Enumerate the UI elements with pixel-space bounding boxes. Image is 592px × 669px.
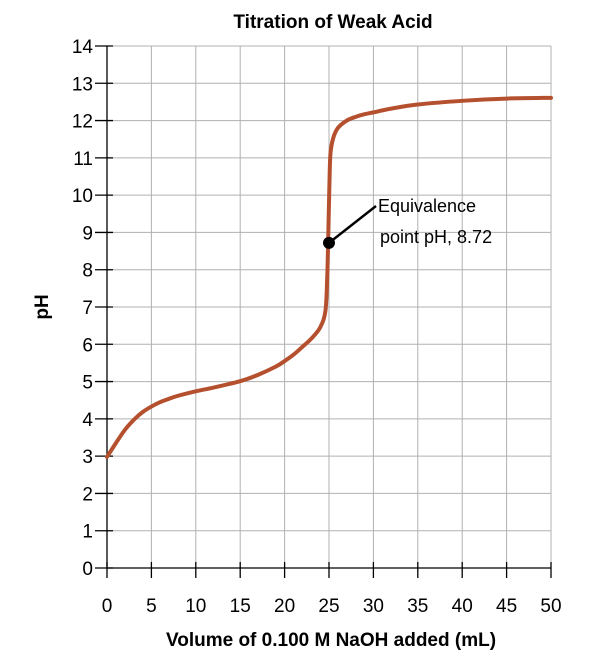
titration-curve [105, 95, 553, 459]
y-tick-label: 13 [72, 74, 93, 95]
y-tick-label: 0 [82, 559, 93, 580]
y-tick-label: 14 [72, 37, 94, 58]
y-tick-label: 8 [82, 261, 93, 282]
annotation-line-1: Equivalence [378, 196, 476, 216]
x-tick-label: 20 [274, 596, 295, 617]
y-tick-label: 6 [82, 335, 93, 356]
y-tick-label: 10 [72, 186, 93, 207]
x-tick-label: 35 [407, 596, 428, 617]
grid [106, 45, 552, 569]
chart-title: Titration of Weak Acid [233, 12, 432, 33]
x-tick-label: 0 [102, 596, 113, 617]
y-tick-label: 2 [82, 484, 93, 505]
x-tick-label: 25 [318, 596, 339, 617]
x-tick-label: 15 [230, 596, 251, 617]
equivalence-point-marker [323, 236, 335, 249]
y-tick-label: 7 [82, 298, 93, 319]
y-tick-label: 5 [82, 373, 93, 394]
annotation-leader-line [328, 205, 377, 244]
y-tick-label: 3 [82, 447, 93, 468]
axes [95, 45, 552, 578]
x-tick-label: 10 [185, 596, 206, 617]
x-tick-label: 50 [540, 596, 561, 617]
y-tick-label: 12 [72, 112, 93, 133]
annotation-line-2: point pH, 8.72 [380, 227, 492, 247]
y-tick-label: 9 [82, 223, 93, 244]
y-axis-label: pH [32, 294, 53, 319]
y-tick-label: 1 [82, 522, 93, 543]
x-axis-label: Volume of 0.100 M NaOH added (mL) [166, 630, 496, 651]
x-tick-label: 45 [496, 596, 517, 617]
y-tick-label: 11 [73, 149, 93, 170]
x-tick-label: 40 [452, 596, 473, 617]
y-tick-label: 4 [82, 410, 93, 431]
x-tick-label: 30 [363, 596, 384, 617]
x-tick-label: 5 [146, 596, 157, 617]
